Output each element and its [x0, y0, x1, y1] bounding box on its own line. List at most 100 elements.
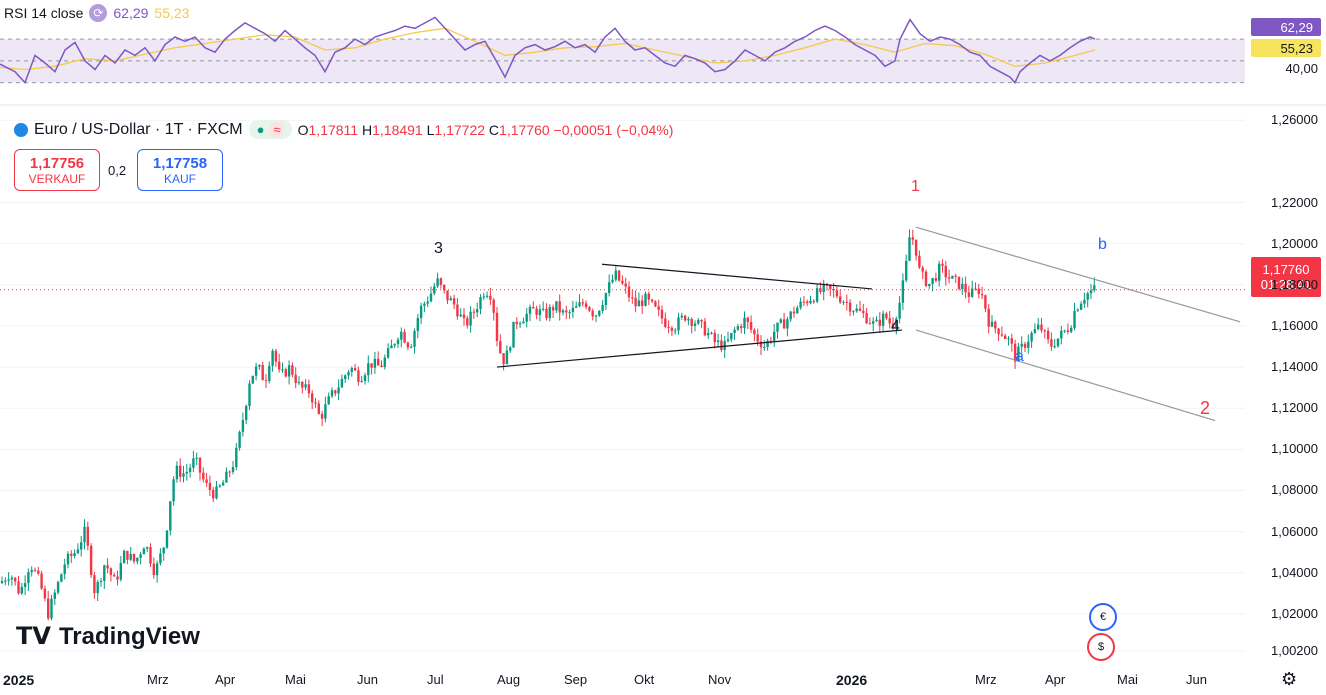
wave-label-a: a [1015, 348, 1024, 365]
candle-body [746, 317, 749, 323]
candle-body [320, 413, 324, 419]
candle-body [697, 319, 700, 324]
candle-body [1043, 330, 1046, 332]
candle-body [769, 340, 773, 342]
us-event-icon[interactable]: $ [1087, 633, 1115, 661]
candle-body [439, 278, 443, 285]
sell-button[interactable]: 1,17756 VERKAUF [14, 149, 100, 191]
market-open-icon: ● [256, 122, 265, 137]
candle-body [505, 350, 509, 365]
candle-body [881, 313, 885, 326]
candle-body [647, 293, 650, 300]
candle-body [274, 350, 278, 362]
candle-body [40, 573, 43, 589]
settings-gear-icon[interactable]: ⚙ [1281, 669, 1298, 689]
price-axis-tick: 1,22000 [1271, 194, 1318, 210]
candle-body [7, 579, 10, 581]
buy-button[interactable]: 1,17758 KAUF [137, 149, 223, 191]
candle-body [370, 363, 373, 368]
candle-body [852, 311, 855, 313]
candle-body [146, 547, 149, 549]
candle-body [235, 447, 238, 468]
candle-body [535, 308, 538, 316]
candle-body [202, 472, 205, 480]
candle-body [693, 323, 697, 326]
candle-body [406, 342, 410, 348]
candle-body [469, 311, 472, 326]
candle-body [245, 405, 248, 421]
candle-body [974, 288, 977, 290]
eu-event-icon[interactable]: € [1089, 603, 1117, 631]
price-axis-tick: 1,10000 [1271, 441, 1318, 457]
candle-body [132, 553, 136, 562]
candle-body [548, 307, 551, 319]
candle-body [1086, 293, 1089, 300]
candle-body [281, 369, 284, 371]
rsi-value-tag: 62,29 [1251, 18, 1321, 36]
candle-body [182, 473, 185, 477]
candle-body [390, 345, 393, 349]
symbol-header[interactable]: Euro / US-Dollar · 1T · FXCM ● ≈ O1,1781… [14, 120, 673, 139]
candle-body [502, 353, 505, 365]
candle-body [410, 346, 413, 348]
candle-body [489, 295, 492, 300]
candle-body [683, 315, 687, 321]
candle-body [103, 565, 106, 581]
candle-body [27, 572, 30, 584]
candle-body [73, 553, 76, 557]
candle-body [301, 382, 304, 388]
time-axis-tick: 2025 [3, 672, 35, 688]
candle-body [891, 323, 895, 328]
time-axis-tick: Jun [1186, 672, 1207, 687]
candle-body [855, 308, 858, 312]
candle-body [314, 402, 317, 404]
candle-body [858, 308, 862, 311]
time-axis-tick: Mrz [147, 672, 169, 687]
time-axis-tick: Sep [564, 672, 588, 687]
candle-body [1050, 339, 1053, 347]
candle-body [555, 301, 558, 311]
buy-price: 1,17758 [152, 154, 208, 172]
candle-body [512, 321, 515, 348]
candle-body [367, 363, 370, 376]
candle-body [538, 309, 542, 316]
candle-body [802, 301, 806, 303]
candle-body [1020, 343, 1023, 347]
candle-body [136, 557, 139, 562]
candle-body [307, 384, 311, 394]
market-status-pill[interactable]: ● ≈ [248, 120, 292, 139]
symbol-name[interactable]: Euro / US-Dollar · 1T · FXCM [34, 120, 243, 138]
candle-body [601, 305, 604, 311]
candle-body [50, 598, 53, 619]
candle-body [1060, 330, 1063, 339]
candle-body [914, 239, 918, 256]
candle-body [155, 563, 159, 576]
tradingview-mark-icon: 𝗧𝗩 [16, 623, 51, 650]
candle-body [360, 381, 363, 383]
candle-body [931, 278, 934, 284]
candle-body [386, 348, 390, 358]
candle-body [228, 471, 231, 473]
candle-body [492, 299, 495, 313]
candle-body [254, 366, 258, 376]
candle-body [149, 547, 152, 564]
candle-body [518, 323, 522, 325]
candle-body [832, 288, 835, 291]
candle-body [924, 271, 928, 286]
candle-body [251, 375, 254, 384]
candle-body [396, 339, 400, 345]
candle-body [977, 288, 980, 295]
candle-body [829, 284, 832, 289]
sync-icon[interactable]: ⟳ [89, 4, 108, 22]
candle-body [297, 382, 301, 384]
candle-body [776, 322, 779, 332]
candle-body [928, 283, 931, 286]
rsi-legend[interactable]: RSI 14 close ⟳ 62,29 55,23 [4, 4, 189, 22]
candle-body [1056, 338, 1060, 347]
candle-body [403, 331, 406, 343]
candle-body [96, 582, 99, 594]
candle-body [875, 319, 878, 322]
current-price-value: 1,17760 [1262, 262, 1310, 277]
rsi-axis-tick: 40,00 [1285, 61, 1318, 76]
